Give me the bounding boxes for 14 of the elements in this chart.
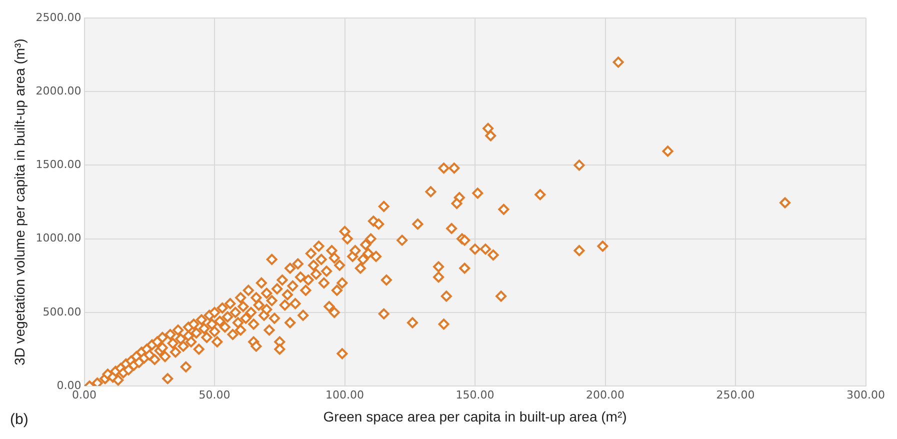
x-tick-label: 100.00 [326,388,364,402]
text: (b) [10,411,28,428]
x-tick-label: 250.00 [716,388,755,402]
x-tick-label: 300.00 [846,388,886,402]
x-tick-label: 50.00 [198,388,230,402]
y-tick-label: 1000.00 [36,232,82,245]
y-tick-label: 1500.00 [36,158,82,172]
x-tick-label: 200.00 [586,388,625,402]
y-tick-label: 2000.00 [36,84,82,98]
y-tick-label: 500.00 [42,305,82,318]
y-axis-title: 3D vegetation volume per capita in built-up area (m³) [11,38,28,366]
x-axis-title: Green space area per capita in built-up area (m²) [323,408,627,424]
y-tick-label: 2500.00 [36,10,82,24]
x-tick-label: 150.00 [456,388,494,402]
